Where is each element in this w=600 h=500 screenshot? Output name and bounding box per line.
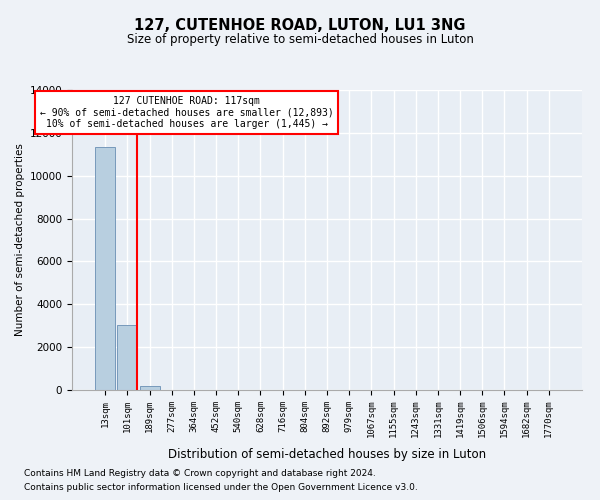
Y-axis label: Number of semi-detached properties: Number of semi-detached properties <box>16 144 25 336</box>
Text: Contains public sector information licensed under the Open Government Licence v3: Contains public sector information licen… <box>24 484 418 492</box>
Bar <box>95 147 115 390</box>
Text: 127, CUTENHOE ROAD, LUTON, LU1 3NG: 127, CUTENHOE ROAD, LUTON, LU1 3NG <box>134 18 466 32</box>
Text: Size of property relative to semi-detached houses in Luton: Size of property relative to semi-detach… <box>127 32 473 46</box>
X-axis label: Distribution of semi-detached houses by size in Luton: Distribution of semi-detached houses by … <box>168 448 486 462</box>
Text: 127 CUTENHOE ROAD: 117sqm
← 90% of semi-detached houses are smaller (12,893)
10%: 127 CUTENHOE ROAD: 117sqm ← 90% of semi-… <box>40 96 334 129</box>
Bar <box>140 386 160 390</box>
Bar <box>118 324 137 390</box>
Text: Contains HM Land Registry data © Crown copyright and database right 2024.: Contains HM Land Registry data © Crown c… <box>24 468 376 477</box>
